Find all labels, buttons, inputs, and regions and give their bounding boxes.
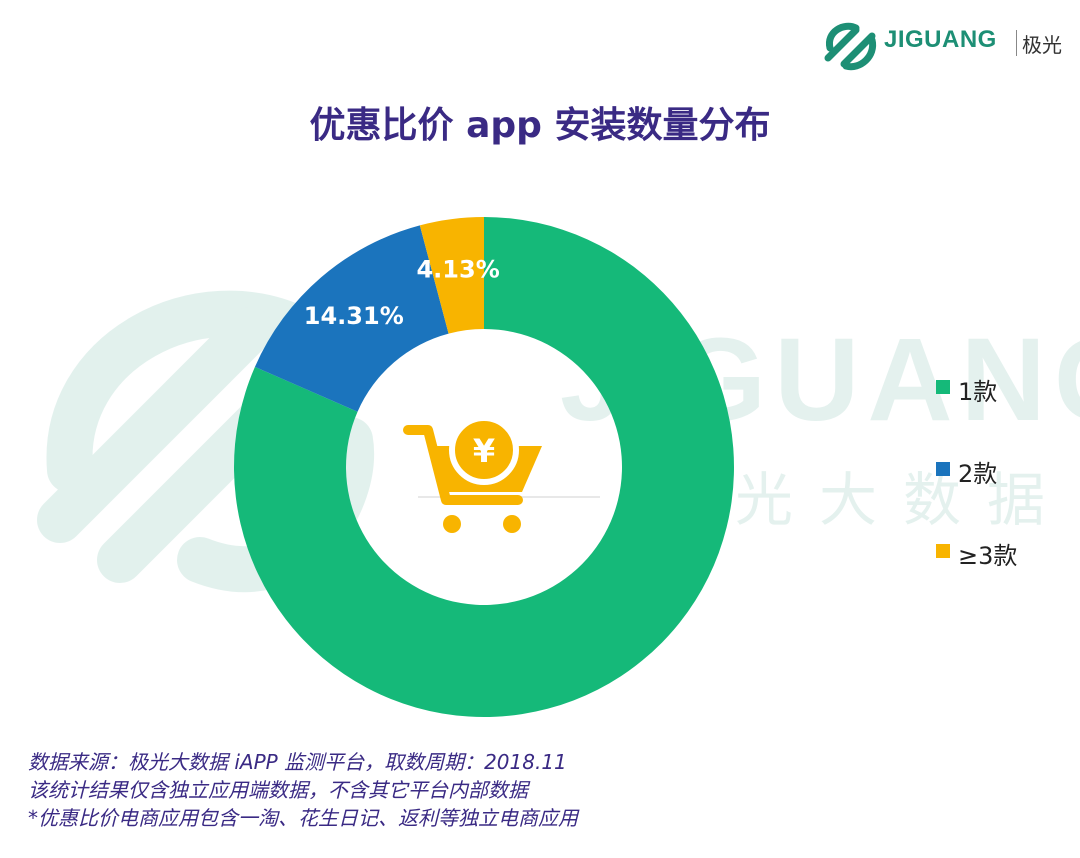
value-label-1: 81.56%	[604, 687, 704, 715]
legend-swatch	[936, 380, 950, 394]
brand-divider	[1016, 30, 1017, 56]
chart-value-labels: 81.56% 14.31% 4.13%	[304, 256, 704, 716]
value-label-2: 14.31%	[304, 302, 404, 330]
footnote-note: *优惠比价电商应用包含一淘、花生日记、返利等独立电商应用	[28, 806, 578, 830]
chart-slices	[233, 217, 734, 718]
footnote: 数据来源：极光大数据 iAPP 监测平台，取数周期：2018.11 该统计结果仅…	[28, 748, 1028, 832]
svg-text:¥: ¥	[473, 432, 495, 470]
legend-swatch	[936, 544, 950, 558]
value-label-3: 4.13%	[416, 256, 499, 284]
jiguang-logo-icon	[824, 22, 877, 71]
donut-slice-2	[254, 225, 449, 412]
legend-label: 1款	[958, 378, 998, 406]
brand-name-cn: 极光	[1022, 33, 1062, 57]
donut-slice-1	[233, 217, 734, 718]
brand-logo: JIGUANG 极光	[822, 14, 1070, 72]
brand-name: JIGUANG	[884, 26, 997, 53]
legend-label: ≥3款	[958, 542, 1018, 570]
legend-label: 2款	[958, 460, 998, 488]
donut-slice-3	[419, 217, 484, 334]
footnote-source: 数据来源：极光大数据 iAPP 监测平台，取数周期：2018.11	[28, 750, 567, 774]
legend-swatch	[936, 462, 950, 476]
footnote-scope: 该统计结果仅含独立应用端数据，不含其它平台内部数据	[28, 778, 528, 802]
chart-title: 优惠比价 app 安装数量分布	[309, 105, 771, 146]
shopping-cart-yuan-icon: ¥	[403, 415, 600, 533]
